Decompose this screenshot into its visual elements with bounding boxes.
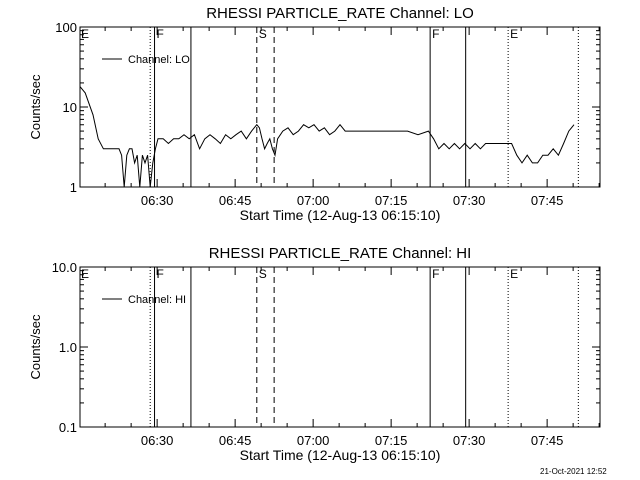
x-tick-label: 06:30 [141,193,174,208]
x-axis-label: Start Time (12-Aug-13 06:15:10) [240,207,441,223]
y-tick-label: 1.0 [59,340,77,355]
data-series-line [79,86,575,188]
event-marker-label: E [510,27,518,41]
x-tick-label: 07:45 [531,193,564,208]
event-marker-label: F [432,267,439,281]
x-tick-label: 06:45 [219,433,252,448]
y-tick-label: 0.1 [59,420,77,435]
x-tick-label: 07:15 [375,193,408,208]
y-axis-label: Counts/sec [28,74,43,140]
event-marker-label: F [432,27,439,41]
corner-label: E [81,27,89,41]
chart-title: RHESSI PARTICLE_RATE Channel: LO [206,5,474,22]
event-marker-label: S [259,267,267,281]
y-tick-label: 1 [70,180,77,195]
event-marker-label: E [510,267,518,281]
x-tick-label: 06:45 [219,193,252,208]
panel-hi: RHESSI PARTICLE_RATE Channel: HI 0.1 1.0 10… [28,245,601,463]
plot-frame [79,266,601,428]
x-tick-label: 07:30 [453,433,486,448]
y-axis-label: Counts/sec [28,314,43,380]
plot-timestamp: 21-Oct-2021 12:52 [540,467,607,476]
x-tick-label: 07:45 [531,433,564,448]
panel-lo: RHESSI PARTICLE_RATE Channel: LO 1 10 100 06… [28,5,601,223]
x-tick-label: 07:30 [453,193,486,208]
event-marker-label: F [157,27,164,41]
corner-label: E [81,267,89,281]
y-tick-label: 100 [55,20,77,35]
y-tick-label: 10 [63,100,77,115]
legend-label: Channel: HI [128,294,186,306]
x-tick-label: 07:00 [297,193,330,208]
x-tick-label: 07:15 [375,433,408,448]
event-marker-label: F [157,267,164,281]
chart-title: RHESSI PARTICLE_RATE Channel: HI [209,245,472,262]
x-axis-label: Start Time (12-Aug-13 06:15:10) [240,447,441,463]
y-tick-label: 10.0 [52,260,77,275]
legend-label: Channel: LO [128,54,190,66]
x-tick-label: 07:00 [297,433,330,448]
event-marker-label: S [259,27,267,41]
x-tick-label: 06:30 [141,433,174,448]
